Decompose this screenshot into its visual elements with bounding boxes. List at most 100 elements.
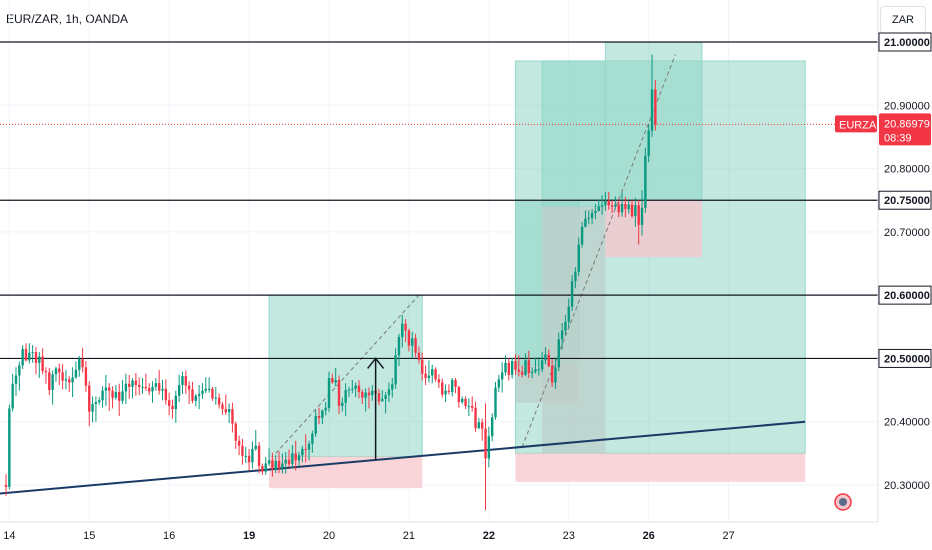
candle-body <box>131 380 134 387</box>
candle-body <box>451 379 454 392</box>
symbol-price-tag <box>835 115 877 133</box>
candle-body <box>247 455 251 463</box>
candle-body <box>157 383 161 391</box>
candle-body <box>417 352 421 360</box>
event-marker-dot <box>839 498 847 506</box>
last-price-tag <box>879 113 931 146</box>
candle-body <box>34 352 38 363</box>
candle-body <box>647 130 650 156</box>
candle-body <box>121 391 124 401</box>
candle-body <box>284 459 287 464</box>
candle-body <box>311 433 314 444</box>
candle-body <box>364 392 367 398</box>
candle-body <box>371 390 374 396</box>
trendline-layer <box>0 420 806 498</box>
candle-body <box>71 377 74 383</box>
candle-body <box>650 89 654 131</box>
candle-body <box>387 389 391 396</box>
candle-body <box>480 422 484 429</box>
candle-body <box>197 393 201 396</box>
candle-body <box>51 374 54 391</box>
candle-body <box>421 359 424 374</box>
candles <box>4 54 657 511</box>
candle-body <box>344 390 347 403</box>
y-tick-label: 20.40000 <box>884 417 930 429</box>
candle-body <box>187 385 191 390</box>
candle-body <box>204 388 207 391</box>
candle-body <box>640 207 644 225</box>
candle-body <box>587 217 590 219</box>
x-tick-label: 15 <box>83 530 95 542</box>
candle-body <box>38 356 41 363</box>
candle-body <box>101 390 104 401</box>
candle-body <box>517 369 521 372</box>
candle-body <box>614 204 617 207</box>
candle-body <box>28 352 31 361</box>
candle-body <box>550 366 554 383</box>
candle-body <box>604 200 607 206</box>
level-label-box <box>878 32 932 52</box>
candle-body <box>211 388 214 399</box>
candle-body <box>544 354 547 361</box>
x-tick-label: 21 <box>403 530 415 542</box>
candle-body <box>637 205 640 225</box>
candle-body <box>431 369 434 376</box>
candle-body <box>94 402 98 404</box>
candle-body <box>494 387 497 418</box>
candle-body <box>74 369 78 378</box>
candle-body <box>490 417 494 437</box>
candle-body <box>167 400 171 406</box>
candle-body <box>98 400 101 403</box>
candle-body <box>257 445 261 467</box>
candle-body <box>331 378 334 383</box>
profit-zone[interactable] <box>604 41 703 201</box>
candle-body <box>301 448 304 456</box>
horizontal-levels <box>0 41 878 360</box>
candle-body <box>507 362 511 375</box>
candle-body <box>104 387 108 391</box>
candle-body <box>141 386 144 388</box>
candle-body <box>337 379 341 406</box>
candle-body <box>44 371 48 373</box>
level-label: 20.50000 <box>884 353 930 365</box>
candle-body <box>570 281 574 307</box>
candle-body <box>294 453 297 461</box>
candle-body <box>21 348 24 366</box>
loss-zone[interactable] <box>515 453 806 482</box>
candle-body <box>227 409 231 413</box>
candle-body <box>84 367 88 386</box>
candle-body <box>171 405 174 410</box>
x-tick-label: 26 <box>643 530 655 542</box>
symbol-title: EUR/ZAR, 1h, OANDA <box>6 12 129 26</box>
candle-body <box>474 407 477 429</box>
candle-body <box>457 386 461 403</box>
candle-body <box>144 386 148 389</box>
trendline[interactable] <box>0 420 806 498</box>
candle-body <box>584 218 587 227</box>
candle-body <box>61 372 64 381</box>
x-tick-label: 23 <box>563 530 575 542</box>
candle-body <box>361 391 364 398</box>
time-axis: 314151619202122232627 <box>3 530 735 542</box>
profit-zone[interactable] <box>268 294 423 458</box>
candle-body <box>484 428 487 459</box>
level-label-box <box>878 190 932 210</box>
candle-body <box>487 436 491 459</box>
candle-body <box>231 409 234 424</box>
candle-body <box>88 385 91 412</box>
x-tick-label: 22 <box>483 530 495 542</box>
candle-body <box>454 379 457 387</box>
candle-body <box>500 372 504 380</box>
candle-body <box>64 379 68 381</box>
x-tick-label: 27 <box>722 530 734 542</box>
candle-body <box>527 360 531 373</box>
candle-body <box>384 395 387 399</box>
candle-body <box>381 398 384 402</box>
level-label: 21.00000 <box>884 37 930 49</box>
candle-body <box>291 453 294 465</box>
candle-body <box>124 383 128 392</box>
candle-body <box>514 360 517 370</box>
candle-body <box>241 445 244 456</box>
